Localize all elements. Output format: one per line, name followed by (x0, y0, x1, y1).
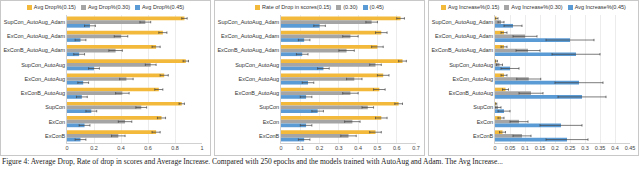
svg-text:0.05: 0.05 (505, 145, 516, 151)
svg-text:ExConB_AutoAug: ExConB_AutoAug (235, 90, 279, 96)
html-text:Figure 4: Average Drop, Rate o: Figure 4: Average Drop, Rate of drop in … (2, 157, 503, 166)
svg-text:0.2: 0.2 (551, 145, 559, 151)
svg-text:SupCon_AutoAug_Adam: SupCon_AutoAug_Adam (218, 19, 280, 25)
svg-text:0.45: 0.45 (625, 145, 636, 151)
svg-text:0.7: 0.7 (412, 145, 420, 151)
svg-text:SupCon_AutoAug_Adam: SupCon_AutoAug_Adam (432, 19, 494, 25)
svg-text:1: 1 (200, 145, 203, 151)
svg-text:ExCon_AutoAug_Adam: ExCon_AutoAug_Adam (7, 33, 66, 39)
svg-text:0.1: 0.1 (521, 145, 529, 151)
svg-text:ExCon_AutoAug_Adam: ExCon_AutoAug_Adam (435, 33, 494, 39)
html-text:(0.30): (0.30) (343, 4, 358, 10)
svg-text:SupCon_AutoAug: SupCon_AutoAug (235, 62, 279, 68)
svg-text:0.3: 0.3 (335, 145, 343, 151)
html-text:Avg Increase%(0.15): Avg Increase%(0.15) (448, 4, 500, 10)
svg-text:ExConB: ExConB (45, 133, 66, 139)
svg-text:SupCon: SupCon (45, 104, 65, 110)
svg-text:0.5: 0.5 (374, 145, 382, 151)
svg-text:ExCon_AutoAug: ExCon_AutoAug (453, 76, 494, 82)
svg-text:SupCon: SupCon (259, 104, 279, 110)
html-text:(0.45): (0.45) (369, 4, 384, 10)
svg-text:0.15: 0.15 (535, 145, 546, 151)
svg-text:SupCon_AutoAug: SupCon_AutoAug (449, 62, 493, 68)
html-text:Avg Drop%(0.30): Avg Drop%(0.30) (88, 4, 130, 10)
svg-text:0.3: 0.3 (581, 145, 589, 151)
svg-text:SupCon: SupCon (473, 104, 493, 110)
svg-text:SupCon_AutoAug: SupCon_AutoAug (21, 62, 65, 68)
svg-text:ExCon_AutoAug: ExCon_AutoAug (25, 76, 66, 82)
html-text:Avg Drop%(0.15): Avg Drop%(0.15) (33, 4, 76, 10)
svg-text:ExConB_AutoAug: ExConB_AutoAug (449, 90, 493, 96)
svg-text:ExConB: ExConB (259, 133, 280, 139)
svg-text:ExCon: ExCon (477, 119, 494, 125)
html-text:Avg Drop%(0.45): Avg Drop%(0.45) (142, 4, 185, 10)
svg-text:0: 0 (493, 145, 496, 151)
svg-text:ExCon_AutoAug: ExCon_AutoAug (239, 76, 280, 82)
svg-text:SupCon_AutoAug_Adam: SupCon_AutoAug_Adam (4, 19, 66, 25)
svg-text:ExCon: ExCon (49, 119, 66, 125)
html-text:Avg Increase%(0.30): Avg Increase%(0.30) (511, 4, 563, 10)
svg-text:ExCon_AutoAug_Adam: ExCon_AutoAug_Adam (221, 33, 280, 39)
svg-text:0.6: 0.6 (144, 145, 152, 151)
svg-text:ExConB_AutoAug: ExConB_AutoAug (21, 90, 65, 96)
svg-text:0.8: 0.8 (171, 145, 179, 151)
svg-text:0.25: 0.25 (565, 145, 576, 151)
html-text:Rate of Drop in scores(0.15): Rate of Drop in scores(0.15) (262, 4, 332, 10)
svg-text:ExConB_AutoAug_Adam: ExConB_AutoAug_Adam (3, 47, 65, 53)
html-text:Avg Increase%(0.45): Avg Increase%(0.45) (574, 4, 626, 10)
svg-text:ExConB: ExConB (473, 133, 494, 139)
svg-text:0.35: 0.35 (595, 145, 606, 151)
svg-text:0: 0 (65, 145, 68, 151)
svg-text:0.1: 0.1 (296, 145, 304, 151)
svg-text:0.6: 0.6 (393, 145, 401, 151)
svg-text:0.2: 0.2 (90, 145, 98, 151)
svg-text:0.2: 0.2 (316, 145, 324, 151)
svg-text:0.4: 0.4 (611, 145, 619, 151)
svg-text:ExCon: ExCon (263, 119, 280, 125)
svg-text:ExConB_AutoAug_Adam: ExConB_AutoAug_Adam (217, 47, 279, 53)
svg-text:ExConB_AutoAug_Adam: ExConB_AutoAug_Adam (431, 47, 493, 53)
svg-text:0: 0 (279, 145, 282, 151)
svg-text:0.4: 0.4 (354, 145, 362, 151)
svg-text:0.4: 0.4 (117, 145, 125, 151)
